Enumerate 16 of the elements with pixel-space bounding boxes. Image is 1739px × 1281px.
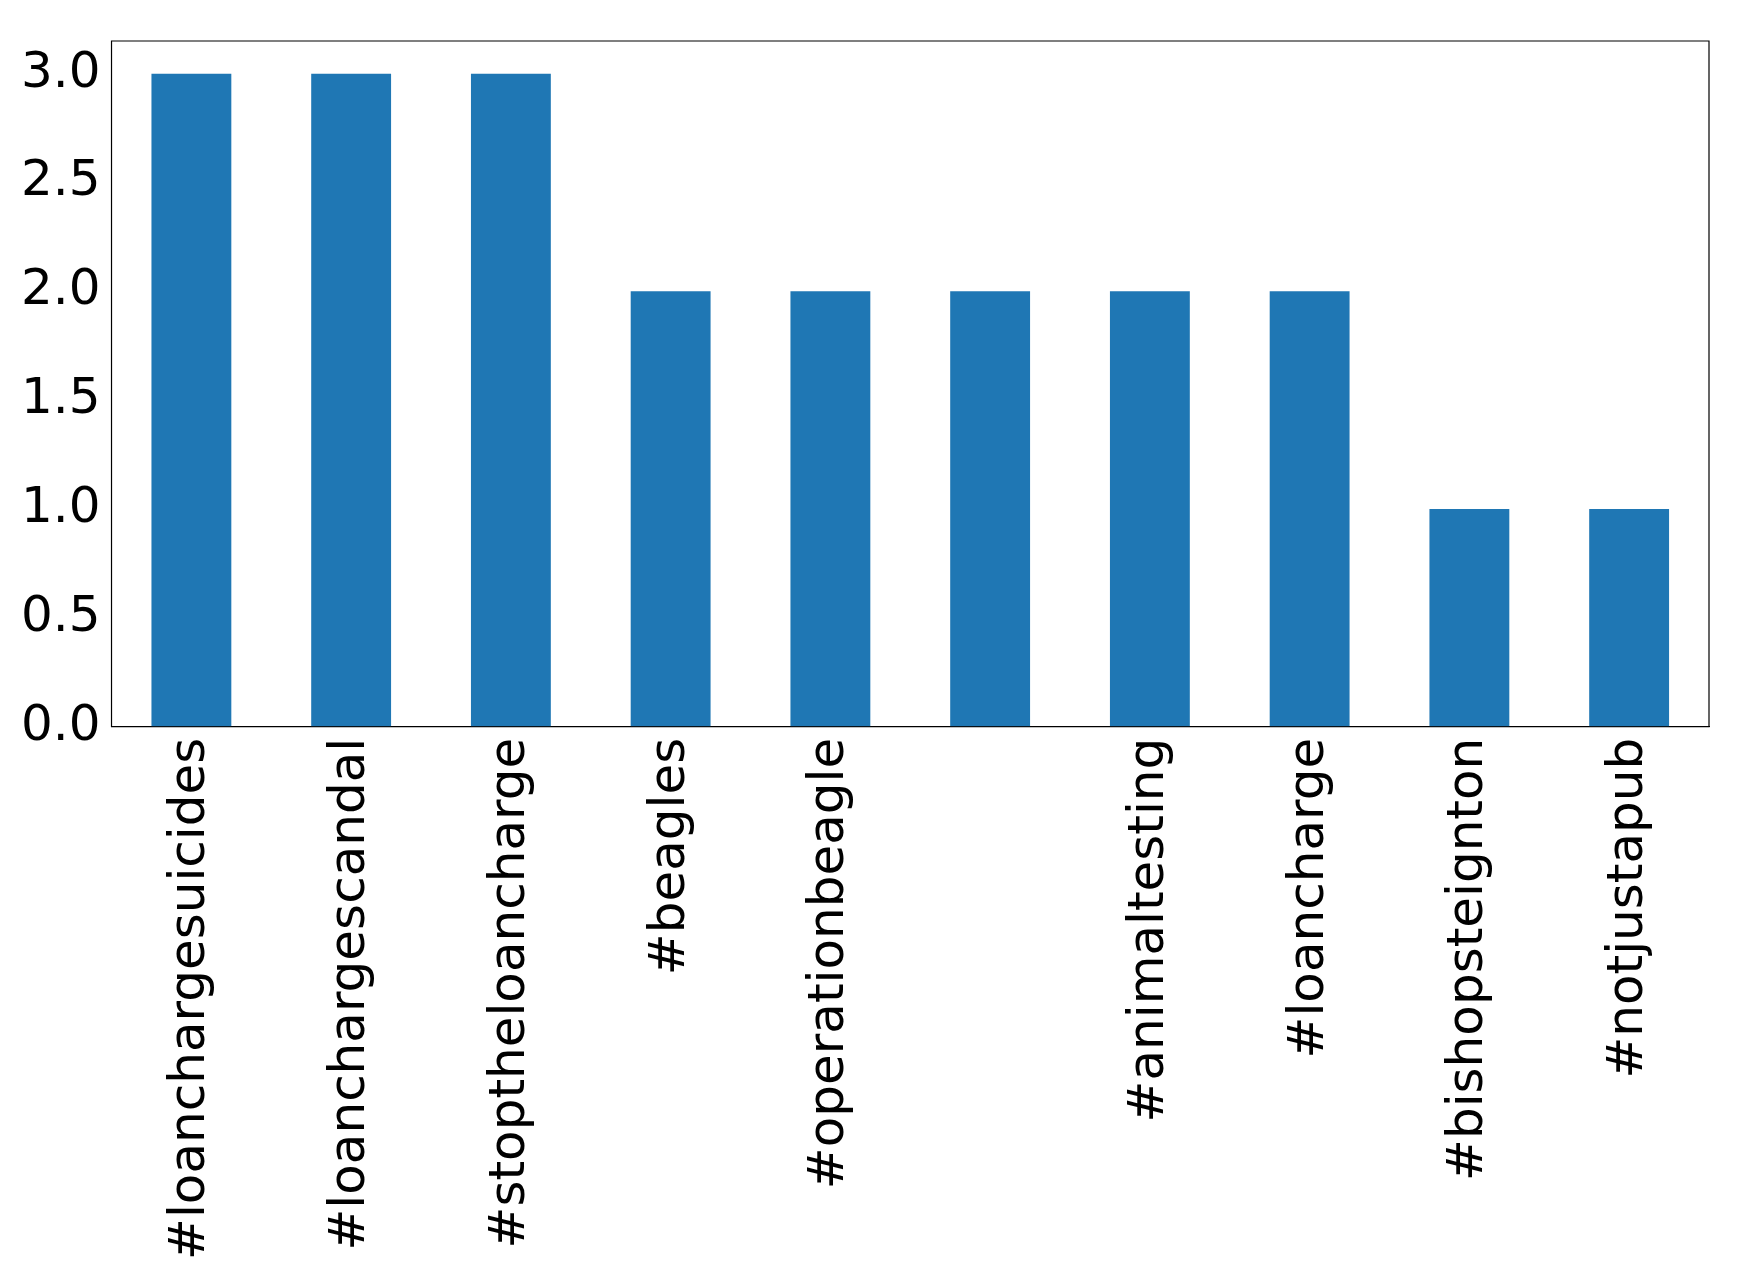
x-tick-label: #beagles (637, 737, 696, 976)
x-tick-label: #operationbeagle (797, 737, 856, 1190)
y-tick-label: 3.0 (20, 40, 101, 99)
x-tick-label: #bishopsteignton (1436, 737, 1495, 1181)
x-tick-label: #animaltesting (1116, 737, 1175, 1123)
y-tick-label: 2.0 (20, 258, 101, 317)
x-tick-label: #loancharge (1276, 737, 1335, 1059)
y-tick-label: 1.5 (20, 367, 101, 426)
y-tick-label: 2.5 (20, 149, 101, 208)
x-tick-label: #stoptheloancharge (477, 737, 536, 1249)
y-tick-label: 0.5 (20, 584, 101, 643)
y-tick-label: 0.0 (20, 693, 101, 752)
x-tick-label: #loanchargesuicides (158, 737, 217, 1260)
x-tick-label: #loanchargescandal (318, 737, 377, 1251)
y-tick-label: 1.0 (20, 476, 101, 535)
x-tick-label: #notjustapub (1596, 737, 1655, 1079)
